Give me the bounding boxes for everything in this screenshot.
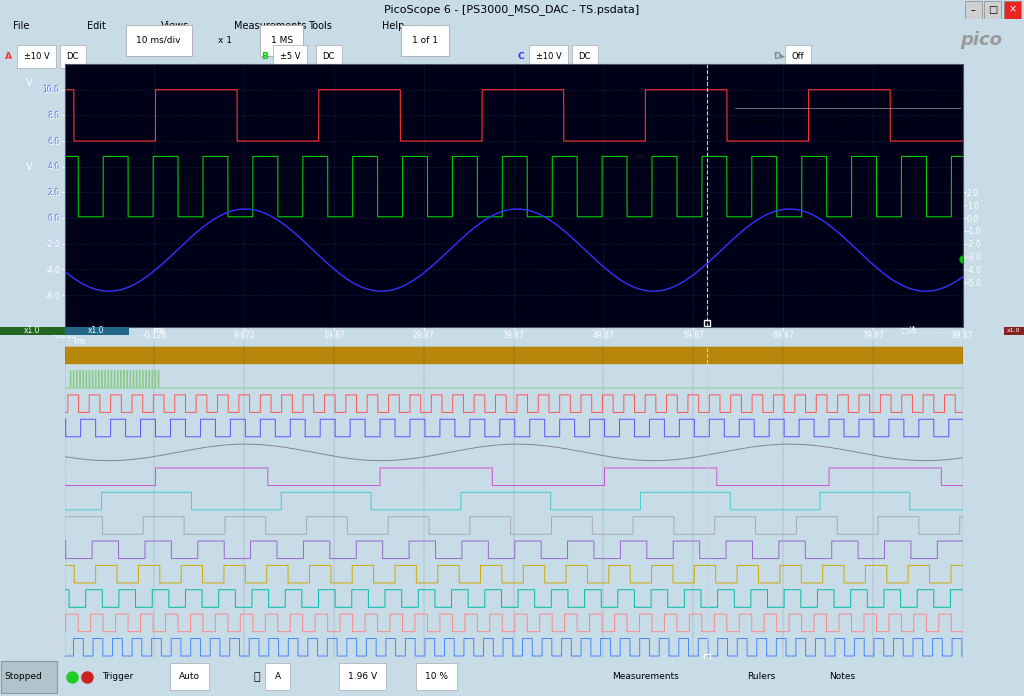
Text: PicoScope 6 - [PS3000_MSO_DAC - TS.psdata]: PicoScope 6 - [PS3000_MSO_DAC - TS.psdat…	[384, 4, 640, 15]
Text: ±10 V: ±10 V	[536, 52, 561, 61]
Text: Measurements: Measurements	[234, 21, 307, 31]
Text: □ G1: □ G1	[41, 446, 61, 455]
Text: Help: Help	[382, 21, 404, 31]
Text: File: File	[13, 21, 30, 31]
Text: Auto: Auto	[179, 672, 201, 681]
Bar	[65, 327, 129, 335]
Text: x1.0: x1.0	[1007, 329, 1021, 333]
Bar	[984, 1, 1001, 19]
Text: D4: D4	[41, 544, 61, 553]
Text: □: □	[988, 5, 997, 15]
Text: 10 ms/div: 10 ms/div	[136, 36, 181, 45]
Text: Measurements: Measurements	[612, 672, 679, 681]
Text: D10: D10	[36, 373, 61, 382]
Text: DC: DC	[323, 52, 335, 61]
Text: Off: Off	[792, 52, 804, 61]
Bar	[965, 1, 982, 19]
Bar	[1004, 1, 1021, 19]
Text: D6: D6	[41, 495, 61, 504]
Text: D7: D7	[41, 470, 61, 480]
Text: 1 of 1: 1 of 1	[412, 36, 438, 45]
Text: -2.0: -2.0	[45, 239, 59, 248]
Text: D2: D2	[41, 592, 61, 601]
Text: --,--: --,--	[829, 117, 845, 126]
Text: A: A	[5, 52, 12, 61]
Text: 1 MS: 1 MS	[270, 36, 293, 45]
Text: x1.0: x1.0	[24, 326, 40, 335]
Text: 4.0: 4.0	[47, 162, 59, 171]
Text: ⮥: ⮥	[254, 672, 260, 682]
Bar	[1004, 327, 1024, 335]
Text: 2: 2	[829, 97, 836, 106]
Text: D1: D1	[41, 617, 61, 626]
Text: DC: DC	[579, 52, 591, 61]
Text: Rulers: Rulers	[748, 672, 776, 681]
Text: ms: ms	[154, 326, 165, 335]
Text: –: –	[971, 5, 976, 15]
Text: 6.0: 6.0	[47, 136, 59, 145]
Text: x1.0: x1.0	[88, 326, 104, 335]
Text: D3: D3	[41, 568, 61, 577]
Text: 10.0: 10.0	[42, 85, 59, 94]
Text: D11: D11	[36, 349, 61, 358]
Text: D▸: D▸	[773, 52, 785, 61]
Text: --,--: --,--	[893, 117, 907, 126]
Text: ±5 V: ±5 V	[280, 52, 300, 61]
Text: 8.0: 8.0	[47, 111, 59, 120]
Text: 2.0: 2.0	[47, 188, 59, 197]
Text: A: A	[274, 672, 281, 681]
Text: D9: D9	[41, 397, 61, 406]
Text: ×: ×	[1009, 5, 1016, 15]
Text: Edit: Edit	[87, 21, 105, 31]
Text: DC: DC	[67, 52, 79, 61]
Text: D0: D0	[41, 641, 61, 650]
Text: Views: Views	[161, 21, 189, 31]
Text: V: V	[26, 161, 33, 172]
Text: Notes: Notes	[829, 672, 856, 681]
Text: B: B	[261, 52, 268, 61]
Text: D8: D8	[41, 422, 61, 431]
Text: ±10 V: ±10 V	[24, 52, 49, 61]
Text: ms: ms	[74, 338, 86, 346]
Bar	[1, 661, 57, 693]
Text: 1.96 V: 1.96 V	[348, 672, 377, 681]
Text: x 1: x 1	[218, 36, 232, 45]
Text: Stopped: Stopped	[4, 672, 42, 681]
Text: pico: pico	[959, 31, 1002, 49]
Text: -2.0: -2.0	[45, 239, 59, 248]
Text: 10 %: 10 %	[425, 672, 447, 681]
Text: Δ: Δ	[893, 97, 899, 106]
Text: 0.0: 0.0	[47, 214, 59, 223]
Text: D5: D5	[41, 519, 61, 528]
Text: C: C	[517, 52, 523, 61]
Bar	[0, 327, 65, 335]
Text: ×: ×	[945, 97, 951, 106]
Text: Trigger: Trigger	[102, 672, 134, 681]
Text: V: V	[26, 78, 33, 88]
Text: □ 61.41 ms: □ 61.41 ms	[739, 117, 790, 126]
Text: Tools: Tools	[308, 21, 332, 31]
Text: □/Δ  ....  ......: □/Δ .... ......	[901, 326, 949, 335]
Text: 1: 1	[746, 97, 752, 106]
